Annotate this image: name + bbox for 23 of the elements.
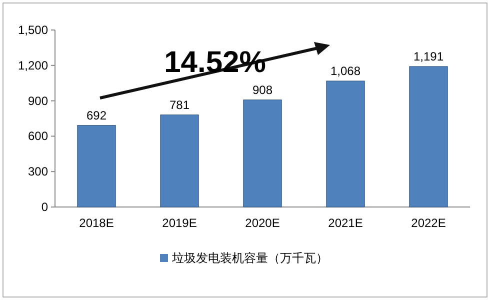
- x-tick-label: 2021E: [328, 216, 363, 230]
- bar: [326, 80, 365, 208]
- data-label: 1,191: [413, 49, 444, 64]
- x-tick-label: 2022E: [411, 216, 446, 230]
- data-label: 692: [86, 108, 107, 122]
- x-tick-label: 2018E: [79, 216, 114, 230]
- legend: 垃圾发电装机容量（万千瓦）: [160, 251, 328, 265]
- y-tick-label: 300: [28, 164, 48, 179]
- bar: [77, 125, 116, 208]
- bar: [160, 114, 199, 208]
- x-tick-label: 2020E: [245, 216, 280, 230]
- bar: [409, 66, 448, 208]
- y-tick-label: 1,500: [18, 23, 48, 37]
- bar: [243, 100, 282, 208]
- annotation: 14.52%: [164, 46, 266, 79]
- y-tick-label: 1,200: [18, 58, 48, 72]
- data-label: 908: [252, 82, 273, 97]
- y-tick-label: 600: [28, 129, 48, 144]
- x-tick-label: 2019E: [162, 216, 197, 230]
- data-label: 781: [169, 98, 190, 112]
- data-label: 1,068: [330, 64, 361, 78]
- y-tick-label: 900: [28, 94, 48, 108]
- y-tick-label: 0: [41, 200, 48, 214]
